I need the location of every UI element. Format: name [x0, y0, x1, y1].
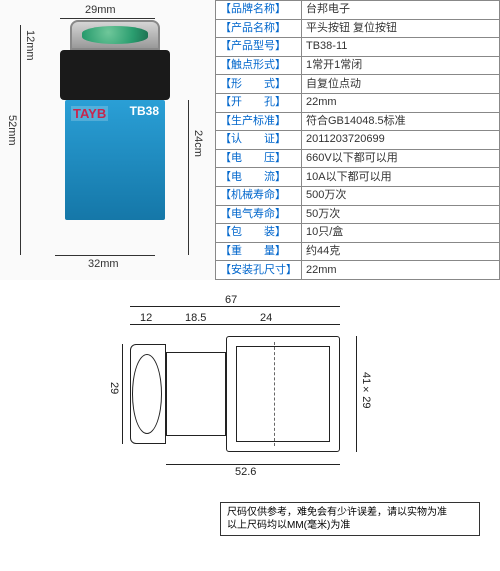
spec-row: 【生产标准】符合GB14048.5标准 — [216, 112, 500, 131]
spec-label: 【触点形式】 — [216, 56, 302, 75]
technical-drawing: 67 12 18.5 24 29 41×29 52.6 — [60, 294, 440, 494]
spec-value: 660V以下都可以用 — [302, 149, 500, 168]
dwg-dim-c: 24 — [260, 312, 272, 324]
spec-label: 【产品型号】 — [216, 38, 302, 57]
spec-label: 【认 证】 — [216, 131, 302, 150]
note-line2: 以上尺码均以MM(毫米)为准 — [227, 519, 473, 532]
top-section: 29mm 12mm 52mm 24cm 32mm TAYB TB38 【品牌名称… — [0, 0, 500, 280]
spec-value: 平头按钮 复位按钮 — [302, 19, 500, 38]
spec-row: 【触点形式】1常开1常闭 — [216, 56, 500, 75]
dwg-dim-depth: 52.6 — [235, 466, 256, 478]
spec-label: 【产品名称】 — [216, 19, 302, 38]
spec-value: TB38-11 — [302, 38, 500, 57]
dwg-dim-body: 41×29 — [360, 372, 372, 408]
spec-value: 10A以下都可以用 — [302, 168, 500, 187]
spec-value: 10只/盒 — [302, 224, 500, 243]
spec-label: 【电 流】 — [216, 168, 302, 187]
spec-value: 500万次 — [302, 186, 500, 205]
spec-table: 【品牌名称】台邦电子【产品名称】平头按钮 复位按钮【产品型号】TB38-11【触… — [215, 0, 500, 280]
dwg-dim-b: 18.5 — [185, 312, 206, 324]
spec-label: 【品牌名称】 — [216, 1, 302, 20]
spec-row: 【形 式】自复位点动 — [216, 75, 500, 94]
spec-value: 22mm — [302, 261, 500, 280]
dwg-dim-a: 12 — [140, 312, 152, 324]
dim-depth: 24cm — [192, 130, 204, 157]
dim-overall-height: 52mm — [6, 115, 18, 146]
model-mark: TB38 — [130, 104, 159, 118]
spec-value: 台邦电子 — [302, 1, 500, 20]
note-line1: 尺码仅供参考，难免会有少许误差，请以实物为准 — [227, 506, 473, 519]
spec-label: 【安装孔尺寸】 — [216, 261, 302, 280]
spec-value: 2011203720699 — [302, 131, 500, 150]
spec-value: 符合GB14048.5标准 — [302, 112, 500, 131]
button-base: TAYB TB38 — [65, 100, 165, 220]
spec-row: 【机械寿命】500万次 — [216, 186, 500, 205]
spec-value: 50万次 — [302, 205, 500, 224]
spec-row: 【认 证】2011203720699 — [216, 131, 500, 150]
spec-row: 【包 装】10只/盒 — [216, 224, 500, 243]
spec-label: 【电 压】 — [216, 149, 302, 168]
button-cap — [70, 20, 160, 50]
spec-label: 【电气寿命】 — [216, 205, 302, 224]
dwg-dim-overall: 67 — [225, 294, 237, 306]
spec-row: 【安装孔尺寸】22mm — [216, 261, 500, 280]
spec-label: 【生产标准】 — [216, 112, 302, 131]
product-photo: TAYB TB38 — [40, 20, 190, 260]
spec-value: 22mm — [302, 93, 500, 112]
spec-row: 【电气寿命】50万次 — [216, 205, 500, 224]
product-image-area: 29mm 12mm 52mm 24cm 32mm TAYB TB38 — [0, 0, 215, 280]
spec-row: 【产品名称】平头按钮 复位按钮 — [216, 19, 500, 38]
spec-row: 【开 孔】22mm — [216, 93, 500, 112]
spec-label: 【包 装】 — [216, 224, 302, 243]
spec-row: 【品牌名称】台邦电子 — [216, 1, 500, 20]
dwg-dim-dia: 29 — [108, 382, 120, 394]
spec-label: 【开 孔】 — [216, 93, 302, 112]
brand-mark: TAYB — [71, 106, 108, 121]
spec-value: 1常开1常闭 — [302, 56, 500, 75]
spec-row: 【电 流】10A以下都可以用 — [216, 168, 500, 187]
spec-label: 【机械寿命】 — [216, 186, 302, 205]
spec-row: 【重 量】约44克 — [216, 242, 500, 261]
spec-value: 自复位点动 — [302, 75, 500, 94]
spec-label: 【重 量】 — [216, 242, 302, 261]
drawing-section: 67 12 18.5 24 29 41×29 52.6 — [0, 288, 500, 498]
dim-top-height: 12mm — [24, 30, 36, 61]
spec-value: 约44克 — [302, 242, 500, 261]
spec-row: 【电 压】660V以下都可以用 — [216, 149, 500, 168]
dim-top-width: 29mm — [85, 4, 116, 16]
note-box: 尺码仅供参考，难免会有少许误差，请以实物为准 以上尺码均以MM(毫米)为准 — [220, 502, 480, 536]
spec-label: 【形 式】 — [216, 75, 302, 94]
button-collar — [60, 50, 170, 100]
spec-row: 【产品型号】TB38-11 — [216, 38, 500, 57]
